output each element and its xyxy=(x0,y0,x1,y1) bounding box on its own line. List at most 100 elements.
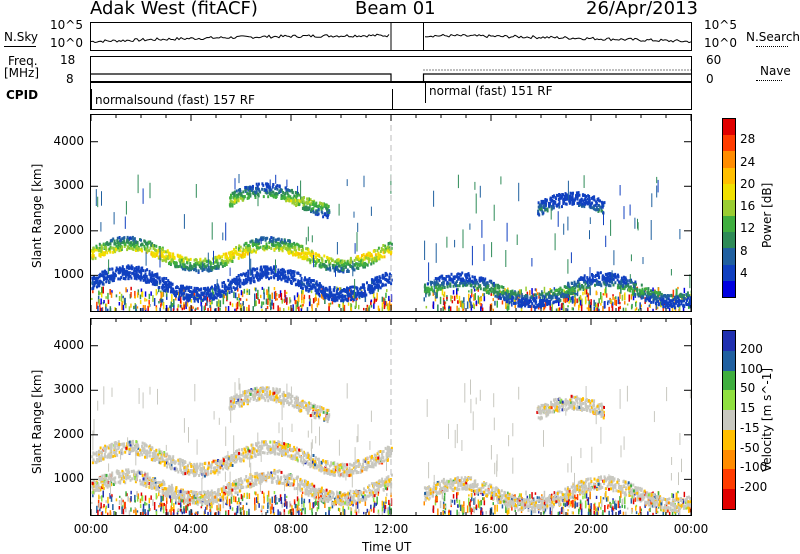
range-cell xyxy=(461,279,464,282)
range-cell xyxy=(190,299,193,303)
range-cell xyxy=(622,285,624,288)
range-cell xyxy=(326,258,329,262)
range-cell xyxy=(449,282,452,286)
range-cell xyxy=(580,304,583,311)
range-cell xyxy=(139,294,142,300)
range-cell xyxy=(116,267,119,271)
range-cell xyxy=(457,277,460,281)
range-cell xyxy=(474,293,476,300)
range-cell xyxy=(685,301,688,305)
range-cell xyxy=(219,300,222,308)
range-cell xyxy=(561,288,564,292)
range-cell xyxy=(657,294,659,298)
range-cell xyxy=(179,288,182,292)
range-cell xyxy=(217,303,220,307)
range-cell xyxy=(488,279,491,283)
velocity-panel xyxy=(90,318,692,516)
range-cell xyxy=(628,294,630,302)
range-cell xyxy=(265,182,268,186)
range-cell xyxy=(672,289,675,298)
range-cell xyxy=(180,255,183,259)
range-cell xyxy=(604,276,607,280)
range-cell xyxy=(227,306,230,311)
range-cell xyxy=(423,501,425,506)
range-cell xyxy=(299,245,302,248)
range-cell xyxy=(270,188,273,192)
range-cell xyxy=(366,304,369,309)
range-cell xyxy=(580,277,583,281)
range-cell xyxy=(136,268,138,272)
range-cell xyxy=(247,192,250,196)
range-cell xyxy=(470,509,473,515)
range-cell xyxy=(235,303,238,308)
range-cell xyxy=(379,250,382,253)
range-cell xyxy=(280,193,283,197)
range-cell xyxy=(603,275,605,279)
range-cell xyxy=(601,201,604,205)
range-cell xyxy=(128,266,130,270)
power-colorbar-segment xyxy=(723,232,735,249)
range-cell xyxy=(567,282,570,286)
range-cell xyxy=(568,285,571,289)
range-cell xyxy=(356,232,358,252)
range-cell xyxy=(152,251,155,255)
range-cell xyxy=(305,247,308,251)
range-cell xyxy=(660,292,663,296)
range-cell xyxy=(439,275,441,279)
range-cell xyxy=(679,292,682,296)
range-cell xyxy=(231,253,233,257)
range-cell xyxy=(131,235,134,239)
range-cell xyxy=(309,284,312,288)
range-cell xyxy=(579,295,582,298)
range-cell xyxy=(239,298,242,301)
range-cell xyxy=(504,296,507,300)
range-cell xyxy=(119,242,122,246)
range-cell xyxy=(203,291,206,295)
range-cell xyxy=(247,244,250,247)
range-cell xyxy=(201,298,204,302)
range-cell xyxy=(261,301,263,307)
range-cell xyxy=(612,277,615,281)
range-cell xyxy=(602,306,604,311)
range-cell xyxy=(329,302,332,305)
range-cell xyxy=(142,503,145,509)
range-cell xyxy=(238,192,241,196)
range-cell xyxy=(576,197,579,201)
range-cell xyxy=(180,293,183,297)
range-cell xyxy=(144,280,147,284)
range-cell xyxy=(623,206,625,220)
range-cell xyxy=(128,236,131,240)
range-cell xyxy=(585,195,588,198)
range-cell xyxy=(152,246,155,250)
range-cell xyxy=(508,303,510,310)
range-cell xyxy=(286,179,288,188)
range-cell xyxy=(202,259,205,263)
range-cell xyxy=(354,243,356,254)
range-cell xyxy=(436,292,438,298)
range-cell xyxy=(231,203,234,207)
range-cell xyxy=(134,295,136,299)
range-cell xyxy=(266,185,269,189)
range-cell xyxy=(300,283,303,287)
range-cell xyxy=(501,290,504,294)
range-cell xyxy=(300,249,303,252)
range-cell xyxy=(587,194,590,198)
cpid-panel: normalsound (fast) 157 RF normal (fast) … xyxy=(90,82,692,110)
range-cell xyxy=(458,295,461,304)
range-cell xyxy=(286,297,288,305)
range-cell xyxy=(135,304,137,311)
range-cell xyxy=(184,256,187,260)
range-cell xyxy=(140,276,143,279)
power-colorbar-tick: 4 xyxy=(740,265,748,280)
range-cell xyxy=(163,282,166,285)
range-cell xyxy=(332,266,335,270)
range-cell xyxy=(262,247,264,251)
range-cell xyxy=(494,504,496,510)
range-cell xyxy=(460,273,462,277)
range-cell xyxy=(260,236,263,240)
range-cell xyxy=(287,188,290,192)
range-cell xyxy=(337,264,340,268)
range-cell xyxy=(92,290,94,294)
range-cell xyxy=(178,254,180,258)
range-cell xyxy=(222,259,225,263)
